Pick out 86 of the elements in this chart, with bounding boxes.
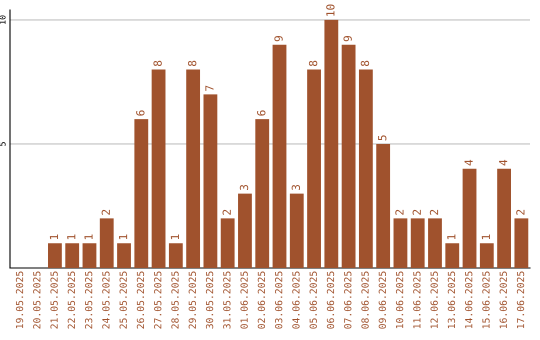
x-tick-label: 28.05.2025	[171, 272, 179, 329]
x-tick-label: 03.06.2025	[274, 272, 282, 329]
bar	[376, 144, 390, 268]
data-label: 8	[360, 60, 370, 66]
x-tick-label: 04.06.2025	[292, 272, 300, 329]
bar	[358, 70, 373, 268]
x-tick-label: 31.05.2025	[223, 272, 231, 329]
x-tick-label: 11.06.2025	[413, 272, 421, 328]
bar	[220, 218, 235, 268]
bar	[82, 243, 96, 268]
x-tick-label: 13.06.2025	[448, 272, 456, 328]
x-tick-label: 22.05.2025	[68, 272, 76, 329]
bar	[168, 243, 183, 268]
x-tick-label: 09.06.2025	[378, 272, 386, 329]
bar	[203, 94, 218, 268]
x-tick-label: 29.05.2025	[188, 272, 196, 329]
bar	[186, 70, 200, 268]
data-label: 1	[50, 234, 58, 240]
x-tick-label: 12.06.2025	[430, 272, 438, 328]
x-tick-label: 26.05.2025	[136, 272, 144, 329]
bar	[272, 44, 286, 268]
data-label: 2	[516, 210, 524, 215]
bar	[307, 70, 321, 268]
data-label: 1	[447, 234, 456, 240]
bar	[497, 168, 511, 268]
x-tick-label: 05.06.2025	[310, 272, 317, 329]
x-tick-label: 20.05.2025	[33, 272, 40, 329]
data-label: 1	[119, 234, 128, 240]
bar	[65, 243, 80, 268]
bar	[255, 119, 270, 268]
x-tick-label: 27.05.2025	[154, 272, 162, 329]
data-label: 9	[274, 36, 283, 42]
data-label: 1	[170, 234, 179, 240]
x-tick-label: 15.06.2025	[482, 272, 490, 328]
data-label: 1	[482, 234, 490, 240]
data-label: 4	[464, 160, 473, 166]
bar	[445, 243, 460, 268]
bar	[100, 218, 114, 268]
data-label: 2	[102, 210, 110, 215]
data-label: 10	[326, 4, 335, 16]
bar	[480, 243, 494, 268]
x-tick-label: 24.05.2025	[102, 272, 110, 329]
data-label: 1	[84, 234, 93, 240]
x-tick-label: 06.06.2025	[326, 272, 334, 329]
data-label: 2	[430, 210, 438, 215]
bar	[410, 218, 425, 268]
data-label: 4	[499, 160, 508, 166]
data-label: 8	[308, 60, 318, 66]
x-tick-label: 21.05.2025	[50, 272, 58, 329]
x-tick-label: 23.05.2025	[84, 272, 92, 329]
bar	[324, 20, 338, 268]
data-label: 6	[257, 110, 266, 116]
x-tick-label: 07.06.2025	[344, 272, 352, 329]
bar	[117, 243, 131, 268]
data-label: 1	[67, 234, 76, 240]
bar	[152, 70, 166, 268]
bar	[290, 194, 304, 268]
data-label: 2	[395, 210, 404, 215]
x-tick-label: 02.06.2025	[258, 272, 266, 329]
bar	[462, 168, 476, 268]
x-tick-label: 30.05.2025	[206, 272, 214, 329]
x-tick-label: 16.06.2025	[500, 272, 507, 328]
data-label: 5	[378, 135, 386, 140]
x-tick-label: 25.05.2025	[120, 272, 127, 329]
data-label: 2	[222, 210, 231, 215]
data-label: 6	[136, 110, 145, 116]
x-tick-label: 19.05.2025	[16, 272, 24, 328]
bar	[342, 44, 356, 268]
data-label: 8	[153, 60, 162, 66]
x-tick-label: 17.06.2025	[516, 272, 524, 328]
data-label: 9	[343, 36, 352, 42]
bar	[134, 119, 148, 268]
bar	[238, 194, 252, 268]
data-label: 7	[205, 86, 214, 91]
data-label: 3	[292, 184, 300, 190]
data-label: 8	[188, 60, 196, 66]
x-tick-label: 08.06.2025	[361, 272, 369, 329]
x-tick-label: 14.06.2025	[465, 272, 472, 328]
bar	[514, 218, 528, 268]
bar	[394, 218, 408, 268]
bar	[428, 218, 442, 268]
x-tick-label: 01.06.2025	[240, 272, 248, 329]
bar	[48, 243, 62, 268]
x-tick-label: 10.06.2025	[396, 272, 404, 328]
data-label: 3	[240, 184, 248, 190]
data-label: 2	[412, 210, 421, 215]
